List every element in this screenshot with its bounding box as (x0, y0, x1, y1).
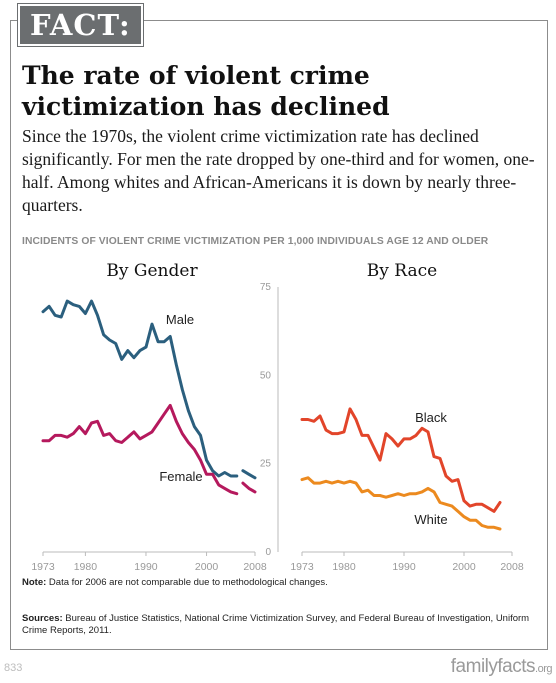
chart-subtitle: INCIDENTS OF VIOLENT CRIME VICTIMIZATION… (22, 236, 489, 247)
series-label-white: White (414, 512, 447, 527)
page-title: The rate of violent crime victimization … (22, 61, 390, 121)
series-label-black: Black (415, 410, 447, 425)
description: Since the 1970s, the violent crime victi… (22, 126, 535, 215)
y-tick-label: 0 (265, 547, 271, 558)
series-label-male: Male (166, 312, 194, 327)
fact-badge: FACT: (18, 4, 143, 46)
brand-main: familyfacts (450, 656, 536, 677)
sources-text: Bureau of Justice Statistics, National C… (22, 613, 530, 636)
y-tick-label: 25 (260, 459, 272, 470)
panel-title: By Race (367, 261, 437, 281)
series-line-male (41, 299, 239, 478)
x-tick-label: 1990 (134, 561, 158, 573)
x-tick-label: 1990 (392, 561, 416, 573)
x-tick-label: 2008 (243, 561, 267, 573)
x-tick-label: 2000 (195, 561, 219, 573)
x-tick-label: 1973 (290, 561, 314, 573)
x-tick-label: 2008 (500, 561, 524, 573)
panel-title: By Gender (106, 261, 198, 281)
series-label-female: Female (159, 469, 202, 484)
series-line-female-2006-on (241, 481, 257, 494)
x-tick-label: 2000 (452, 561, 476, 573)
sources-label: Sources: (22, 613, 63, 624)
series-line-white (300, 476, 502, 531)
series-line-female (41, 403, 239, 496)
x-tick-label: 1980 (332, 561, 356, 573)
x-tick-label: 1973 (31, 561, 55, 573)
y-tick-label: 50 (260, 370, 272, 381)
note-label: Note: (22, 577, 47, 588)
note: Note: Data for 2006 are not comparable d… (22, 577, 542, 588)
fact-card (10, 20, 548, 650)
note-text: Data for 2006 are not comparable due to … (46, 577, 328, 588)
series-line-male-2006-on (241, 469, 257, 480)
series-line-black (300, 407, 502, 513)
y-tick-label: 75 (260, 282, 272, 293)
page-number: 833 (4, 662, 23, 674)
brand-logo[interactable]: familyfacts.org (450, 656, 553, 678)
sources: Sources: Bureau of Justice Statistics, N… (22, 613, 537, 637)
brand-suffix: .org (535, 663, 552, 675)
x-tick-label: 1980 (74, 561, 98, 573)
